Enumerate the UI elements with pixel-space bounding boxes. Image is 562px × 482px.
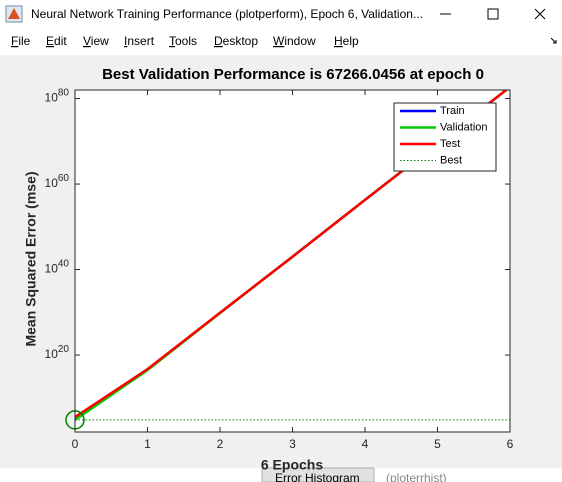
close-button[interactable] [534,8,546,20]
x-tick-label: 4 [362,437,369,451]
x-tick-label: 1 [144,437,151,451]
x-tick-label: 6 [507,437,514,451]
menu-item[interactable]: Tools [169,34,197,48]
y-axis-label: Mean Squared Error (mse) [23,171,39,346]
menu-item[interactable]: Insert [124,34,155,48]
menu-item[interactable]: Desktop [214,34,258,48]
menu-item[interactable]: Edit [46,34,67,48]
x-axis-label: 6 Epochs [261,457,323,473]
x-tick-label: 5 [434,437,441,451]
axes-frame [74,89,511,433]
menu-item[interactable]: File [11,34,31,48]
menu-item[interactable]: Help [334,34,359,48]
maximize-button[interactable] [487,8,499,20]
menu-arrow[interactable] [550,37,557,44]
footer-button-label[interactable]: Error Histogram [275,471,360,482]
legend-label: Train [440,105,465,117]
menu-item[interactable]: Window [273,34,316,48]
legend-label: Validation [440,121,488,133]
menu-item[interactable]: View [83,34,109,48]
x-tick-label: 3 [289,437,296,451]
app-icon [5,5,23,23]
footer-button[interactable] [261,467,375,482]
x-tick-label: 2 [217,437,224,451]
x-tick-label: 0 [72,437,79,451]
legend-label: Best [440,154,462,166]
legend-box [393,102,497,172]
footer-function: (ploterrhist) [386,471,447,482]
legend-label: Test [440,138,460,150]
chart-title: Best Validation Performance is 67266.045… [102,66,484,83]
window-title: Neural Network Training Performance (plo… [31,7,423,21]
